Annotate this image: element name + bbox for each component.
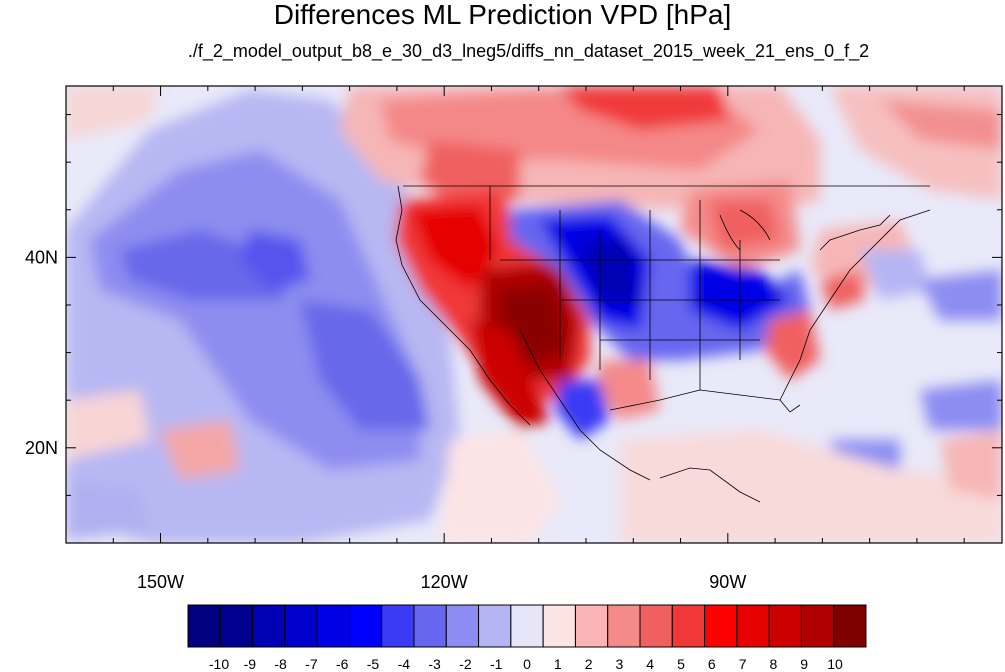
colorbar-box xyxy=(833,604,867,648)
plot-frame xyxy=(65,85,1003,544)
colorbar-label: 3 xyxy=(616,656,624,672)
colorbar-box xyxy=(252,604,286,648)
colorbar-box xyxy=(316,604,350,648)
colorbar-label: -3 xyxy=(428,656,441,672)
colorbar-label: 5 xyxy=(677,656,685,672)
colorbar-label: 6 xyxy=(708,656,716,672)
lon-tick-label: 150W xyxy=(137,572,184,592)
colorbar: -10 -9 -8 -7 -6 -5 -4 -3 -2 -1 0 1 2 3 4 5 6 7 8 9 10 xyxy=(187,604,867,672)
colorbar-box xyxy=(800,604,835,648)
colorbar-box xyxy=(413,604,447,648)
colorbar-box xyxy=(768,604,802,648)
lon-tick-label: 90W xyxy=(709,572,746,592)
colorbar-label: -9 xyxy=(244,656,257,672)
colorbar-label: 9 xyxy=(800,656,808,672)
colorbar-label: 2 xyxy=(585,656,593,672)
colorbar-box xyxy=(736,604,770,648)
colorbar-box xyxy=(671,604,706,648)
colorbar-box xyxy=(348,604,383,648)
axis-ticks: 150W 120W 90W 40N 20N xyxy=(25,86,1002,592)
lat-tick-label: 40N xyxy=(25,247,58,267)
colorbar-label: -7 xyxy=(305,656,318,672)
colorbar-box xyxy=(445,604,480,648)
colorbar-label: -5 xyxy=(367,656,380,672)
lon-tick-label: 120W xyxy=(421,572,468,592)
colorbar-label: 4 xyxy=(646,656,654,672)
colorbar-label: 10 xyxy=(827,656,843,672)
lat-tick-label: 20N xyxy=(25,438,58,458)
colorbar-box xyxy=(704,604,738,648)
colorbar-label: -10 xyxy=(209,656,229,672)
colorbar-box xyxy=(284,604,318,648)
colorbar-label: -2 xyxy=(459,656,472,672)
figure-subtitle: ./f_2_model_output_b8_e_30_d3_lneg5/diff… xyxy=(187,41,870,61)
figure-title: Differences ML Prediction VPD [hPa] xyxy=(273,0,732,30)
colorbar-box xyxy=(607,604,641,648)
colorbar-label: -4 xyxy=(398,656,411,672)
colorbar-box xyxy=(219,604,254,648)
colorbar-label: -6 xyxy=(336,656,349,672)
colorbar-box xyxy=(574,604,609,648)
colorbar-label: 7 xyxy=(739,656,747,672)
colorbar-label: 0 xyxy=(523,656,531,672)
colorbar-label: 8 xyxy=(770,656,778,672)
colorbar-label: -1 xyxy=(490,656,503,672)
colorbar-box xyxy=(187,604,221,648)
colorbar-box xyxy=(478,604,512,648)
colorbar-label: 1 xyxy=(554,656,562,672)
colorbar-label: -8 xyxy=(274,656,287,672)
colorbar-box xyxy=(639,604,673,648)
colorbar-box xyxy=(542,604,576,648)
vpd-difference-field xyxy=(66,86,1002,543)
colorbar-box xyxy=(381,604,415,648)
coastlines xyxy=(395,185,931,503)
colorbar-box xyxy=(510,604,544,648)
